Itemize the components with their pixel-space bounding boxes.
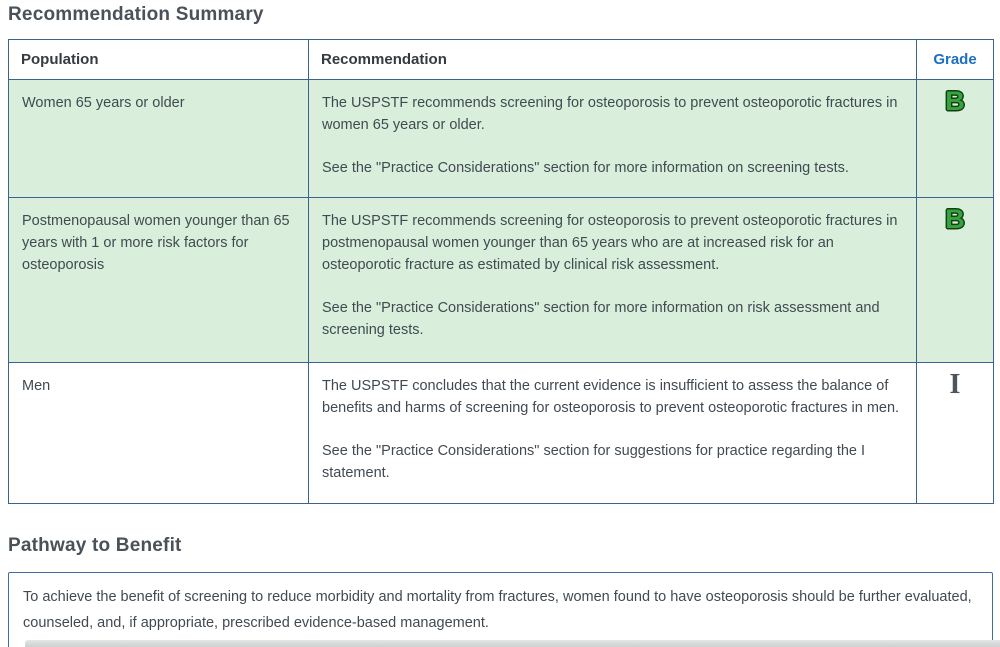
- recommendation-cell: The USPSTF recommends screening for oste…: [308, 79, 917, 198]
- population-cell: Women 65 years or older: [8, 79, 309, 198]
- page-title: Recommendation Summary: [8, 4, 264, 25]
- recommendation-cell: The USPSTF recommends screening for oste…: [308, 197, 917, 363]
- recommendation-paragraph: The USPSTF recommends screening for oste…: [322, 95, 898, 134]
- recommendation-summary-table: Population Recommendation Grade Women 65…: [8, 39, 994, 504]
- column-header-grade: Grade: [916, 39, 994, 80]
- grade-b-badge[interactable]: B: [945, 204, 965, 234]
- grade-cell: B: [916, 79, 994, 198]
- column-header-population: Population: [8, 39, 309, 80]
- recommendation-paragraph: The USPSTF recommends screening for oste…: [322, 213, 898, 274]
- table-header-row: Population Recommendation Grade: [8, 39, 994, 80]
- recommendation-paragraph: See the "Practice Considerations" sectio…: [322, 300, 880, 339]
- population-cell: Postmenopausal women younger than 65 yea…: [8, 197, 309, 363]
- recommendation-paragraph: See the "Practice Considerations" sectio…: [322, 160, 849, 177]
- recommendation-paragraph: See the "Practice Considerations" sectio…: [322, 443, 866, 482]
- column-header-recommendation: Recommendation: [308, 39, 917, 80]
- grade-cell: B: [916, 197, 994, 363]
- grade-b-badge[interactable]: B: [945, 86, 965, 116]
- recommendation-paragraph: The USPSTF concludes that the current ev…: [322, 378, 900, 417]
- table-row-women-65-or-older: Women 65 years or older The USPSTF recom…: [8, 79, 994, 198]
- grade-header-link[interactable]: Grade: [933, 51, 977, 68]
- population-cell: Men: [8, 362, 309, 504]
- pathway-to-benefit-box: To achieve the benefit of screening to r…: [8, 572, 993, 647]
- table-row-postmenopausal-women-under-65: Postmenopausal women younger than 65 yea…: [8, 197, 994, 363]
- next-section-edge: [25, 640, 1000, 647]
- grade-cell: I: [916, 362, 994, 504]
- grade-i-badge[interactable]: I: [949, 369, 961, 400]
- pathway-to-benefit-title: Pathway to Benefit: [8, 535, 182, 556]
- recommendation-cell: The USPSTF concludes that the current ev…: [308, 362, 917, 504]
- table-row-men: Men The USPSTF concludes that the curren…: [8, 362, 994, 504]
